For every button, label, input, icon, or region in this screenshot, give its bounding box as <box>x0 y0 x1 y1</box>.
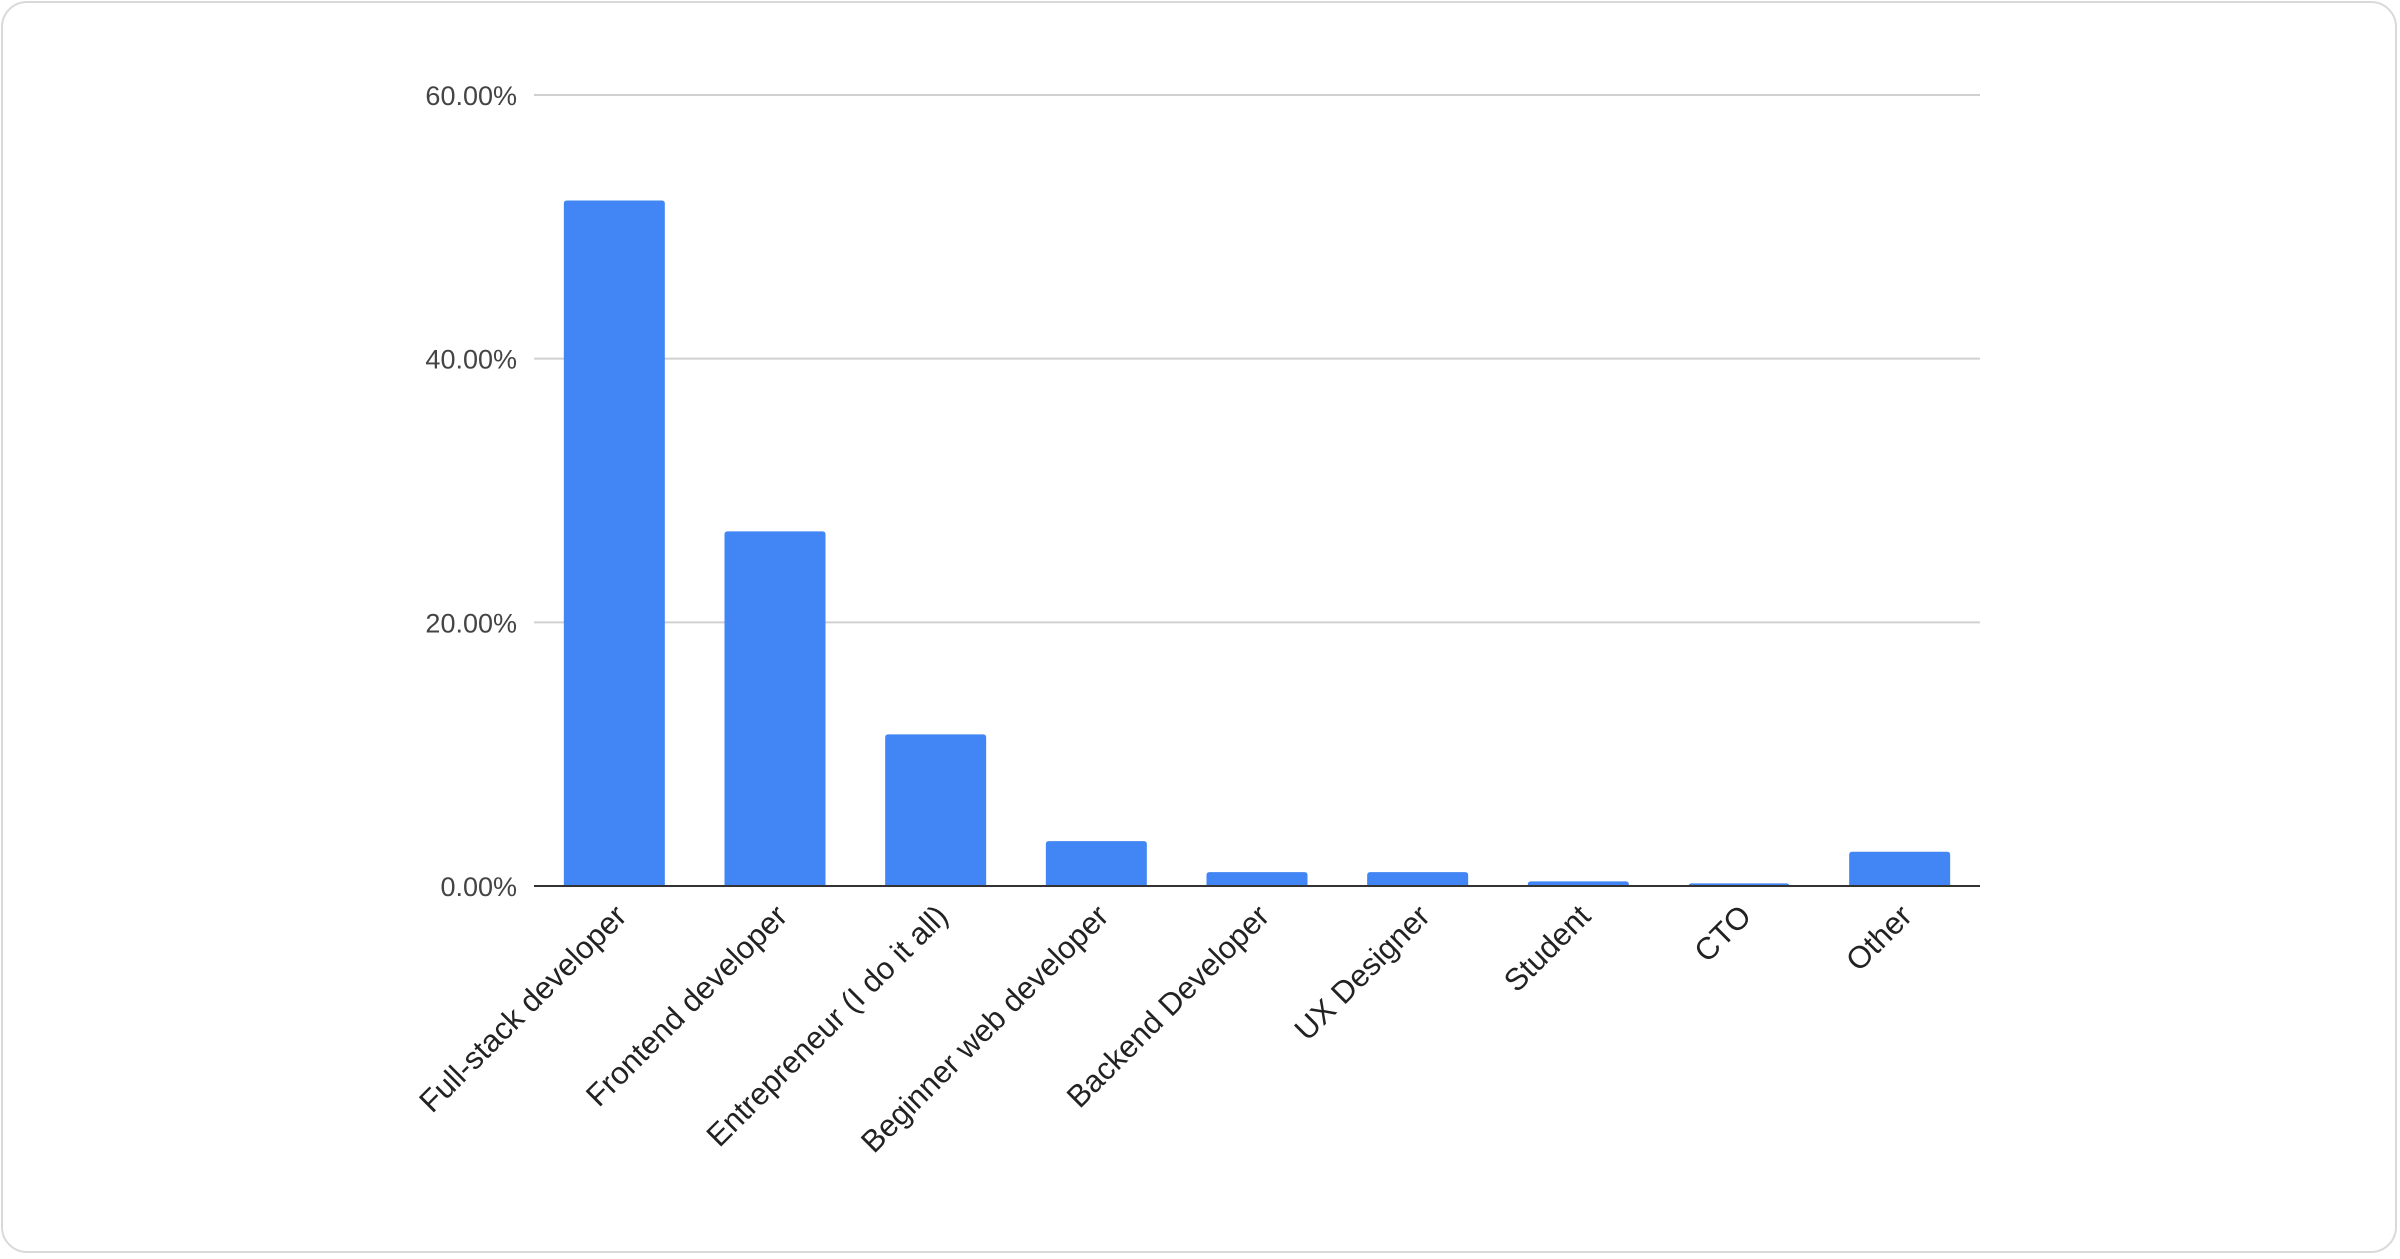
x-tick-label: Other <box>1839 898 1919 978</box>
bar <box>1206 872 1308 886</box>
x-tick-label: UX Designer <box>1288 898 1437 1047</box>
x-tick-label: CTO <box>1687 898 1758 969</box>
bar <box>1849 851 1951 886</box>
x-tick-label: Student <box>1497 898 1598 999</box>
bar <box>563 200 665 886</box>
bar-chart: 0.00%20.00%40.00%60.00%Full-stack develo… <box>412 81 1980 1159</box>
bar <box>1045 841 1147 886</box>
y-tick-label: 20.00% <box>425 608 517 638</box>
y-tick-label: 0.00% <box>440 872 517 902</box>
bar <box>1367 872 1469 886</box>
bar <box>724 531 826 886</box>
y-tick-label: 60.00% <box>425 81 517 111</box>
bar <box>885 734 987 886</box>
bar <box>1527 881 1629 886</box>
y-tick-label: 40.00% <box>425 345 517 375</box>
